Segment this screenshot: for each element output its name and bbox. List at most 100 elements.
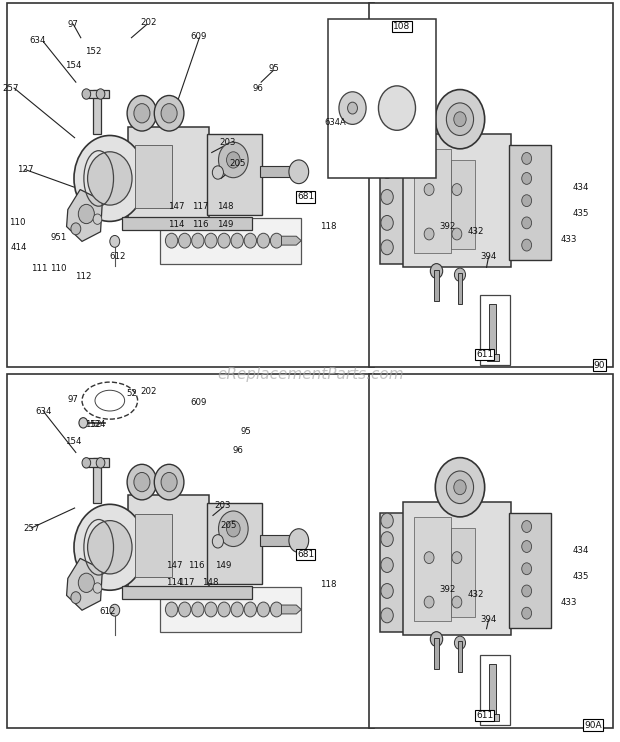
Text: 434: 434 — [573, 545, 589, 555]
Bar — [369, 3, 613, 367]
Text: 435: 435 — [573, 572, 589, 582]
Circle shape — [218, 602, 230, 617]
Circle shape — [521, 217, 531, 229]
Circle shape — [381, 532, 393, 547]
Text: 612: 612 — [110, 252, 126, 260]
Circle shape — [161, 104, 177, 123]
Bar — [260, 166, 304, 177]
Circle shape — [166, 602, 178, 617]
Circle shape — [452, 183, 462, 195]
Circle shape — [244, 602, 257, 617]
Bar — [122, 585, 252, 599]
Text: 392: 392 — [440, 222, 456, 231]
Text: 152: 152 — [85, 47, 102, 56]
Circle shape — [87, 152, 132, 205]
Text: 90: 90 — [594, 361, 605, 370]
Text: 394: 394 — [480, 614, 497, 623]
Text: 147: 147 — [167, 202, 184, 211]
Circle shape — [430, 631, 443, 646]
Text: 609: 609 — [190, 32, 206, 41]
Bar — [510, 513, 551, 628]
Text: 114: 114 — [166, 577, 183, 587]
Circle shape — [96, 458, 105, 468]
Bar — [84, 459, 108, 467]
Circle shape — [452, 552, 462, 564]
Circle shape — [381, 215, 393, 230]
Circle shape — [82, 89, 91, 99]
Circle shape — [454, 480, 466, 495]
Bar — [161, 217, 301, 263]
Bar — [434, 269, 439, 301]
Ellipse shape — [95, 390, 125, 411]
Text: 611: 611 — [476, 711, 494, 720]
Polygon shape — [66, 189, 102, 241]
Bar — [489, 663, 497, 719]
Circle shape — [71, 591, 81, 603]
Bar — [414, 517, 451, 620]
Circle shape — [226, 521, 240, 537]
Bar — [84, 90, 108, 99]
Bar — [92, 90, 101, 134]
Bar — [207, 134, 262, 215]
Circle shape — [435, 90, 485, 149]
Circle shape — [381, 558, 393, 572]
Text: 96: 96 — [232, 447, 243, 456]
Bar — [510, 145, 551, 260]
Bar — [480, 654, 510, 725]
Bar — [135, 514, 172, 577]
Text: 202: 202 — [141, 387, 157, 396]
Text: 392: 392 — [440, 585, 456, 594]
Text: 432: 432 — [467, 590, 484, 599]
Bar — [328, 19, 436, 178]
Circle shape — [521, 173, 531, 184]
Circle shape — [424, 228, 434, 240]
Bar — [489, 303, 497, 359]
Circle shape — [218, 142, 248, 177]
Bar — [403, 502, 511, 635]
Circle shape — [78, 204, 94, 223]
Circle shape — [521, 541, 531, 553]
Text: 124: 124 — [89, 420, 106, 429]
Circle shape — [74, 136, 146, 221]
Bar — [403, 134, 511, 267]
Text: 148: 148 — [217, 202, 234, 211]
Text: 611: 611 — [476, 350, 494, 359]
Circle shape — [205, 233, 217, 248]
Text: 203: 203 — [215, 502, 231, 510]
Bar — [92, 459, 101, 503]
Circle shape — [521, 607, 531, 619]
Circle shape — [78, 573, 94, 592]
Text: 118: 118 — [319, 580, 336, 589]
Text: 97: 97 — [68, 395, 79, 404]
Text: 149: 149 — [217, 220, 234, 229]
Text: 205: 205 — [221, 521, 237, 530]
Text: 148: 148 — [202, 577, 219, 587]
Circle shape — [452, 596, 462, 608]
Text: 110: 110 — [50, 264, 67, 273]
Text: 433: 433 — [560, 234, 577, 243]
Text: 257: 257 — [23, 524, 40, 533]
Circle shape — [127, 464, 157, 500]
Text: 147: 147 — [166, 560, 183, 570]
Text: 96: 96 — [252, 84, 264, 93]
Circle shape — [161, 473, 177, 492]
Bar — [451, 160, 476, 249]
Text: 205: 205 — [229, 159, 246, 168]
Circle shape — [454, 268, 466, 281]
Text: 154: 154 — [65, 437, 82, 446]
Circle shape — [381, 513, 393, 528]
Circle shape — [348, 102, 358, 114]
Text: 432: 432 — [467, 227, 484, 236]
Bar — [414, 149, 451, 252]
Bar — [128, 127, 208, 223]
Circle shape — [257, 233, 270, 248]
Circle shape — [521, 521, 531, 533]
Circle shape — [521, 585, 531, 597]
Text: 634: 634 — [35, 407, 52, 416]
Text: 108: 108 — [393, 22, 410, 31]
Bar — [458, 273, 463, 304]
Circle shape — [205, 602, 217, 617]
Text: 117: 117 — [192, 202, 209, 211]
Text: 52: 52 — [126, 389, 137, 398]
Bar — [434, 637, 439, 669]
